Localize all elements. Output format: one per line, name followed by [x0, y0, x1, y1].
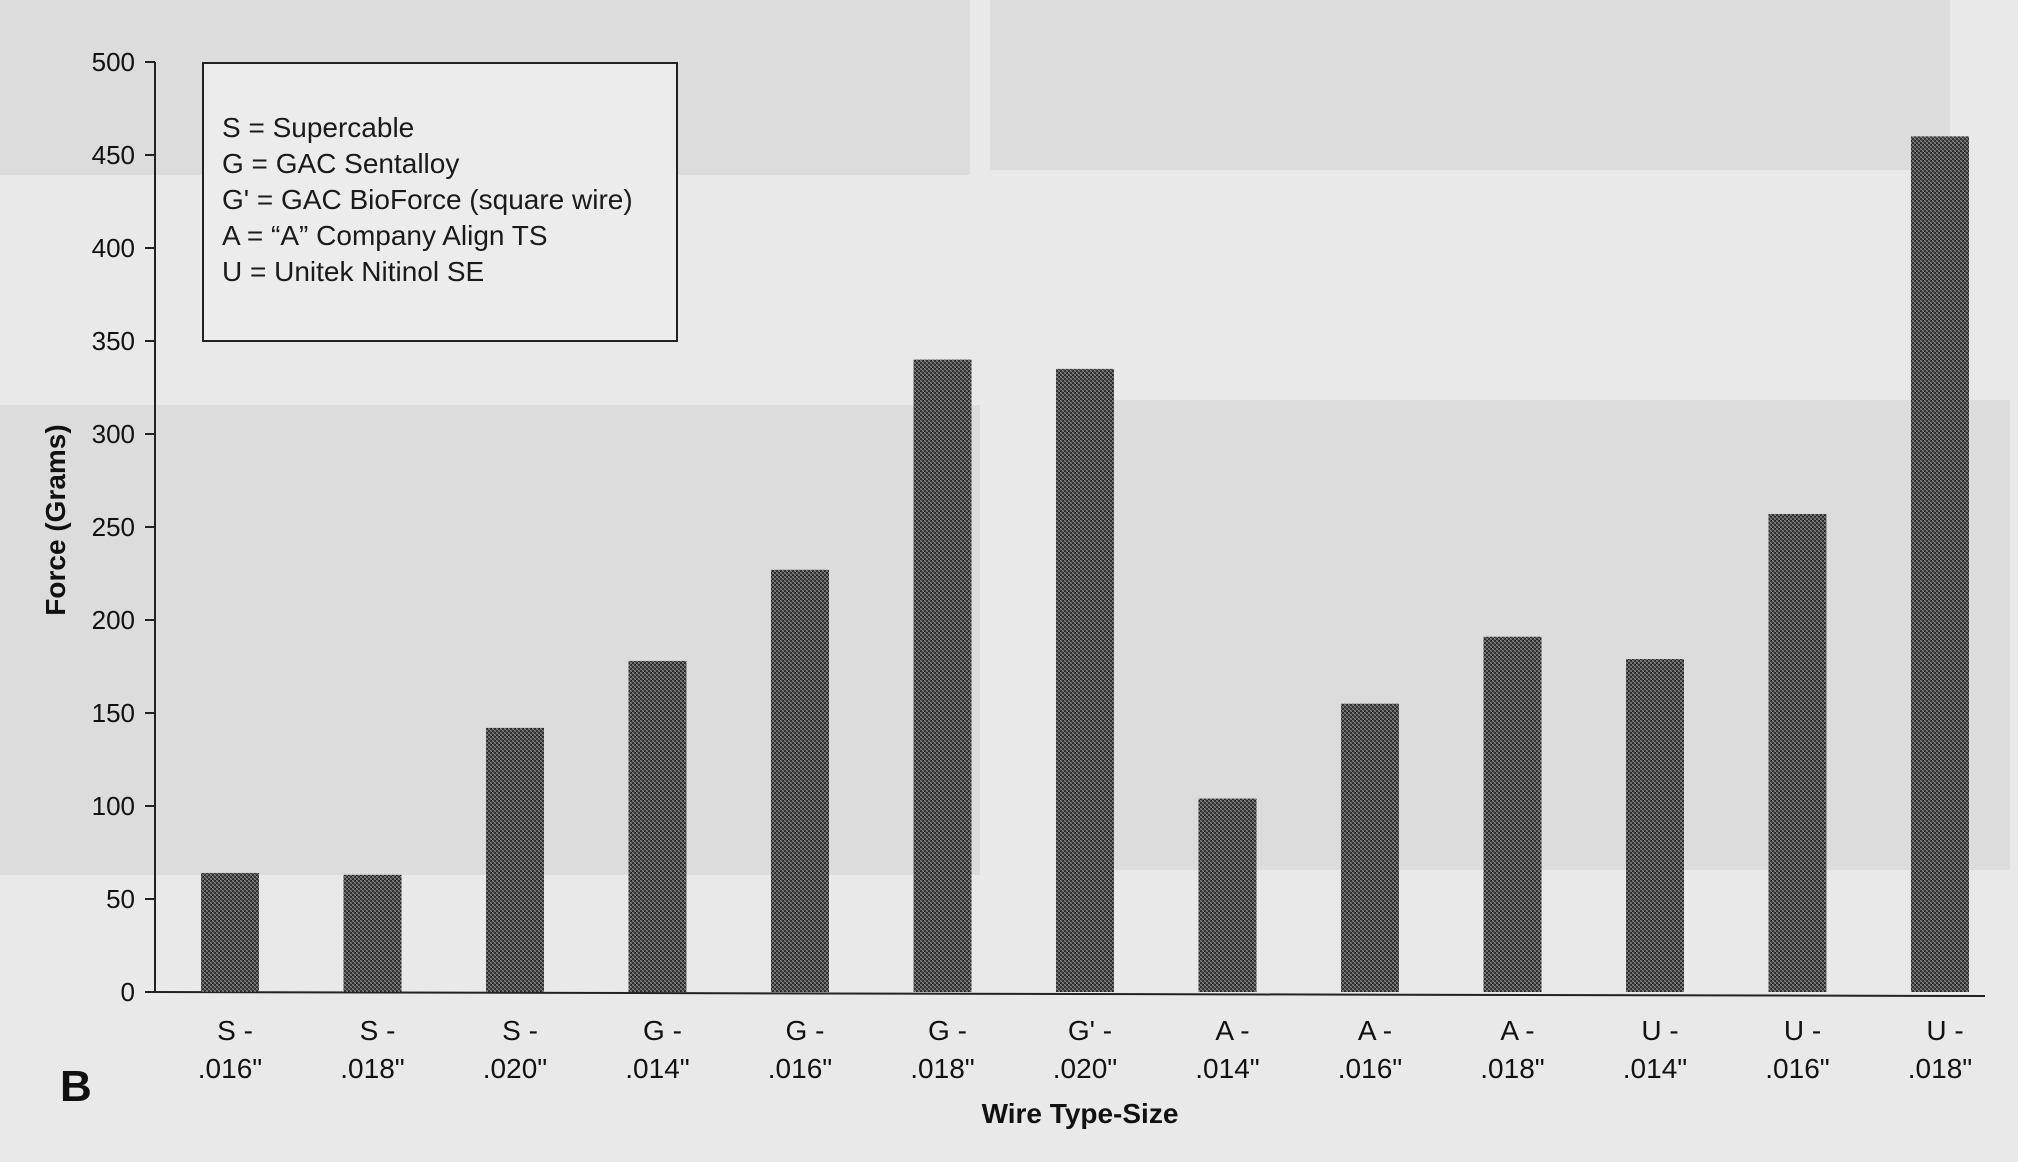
- y-tick-label: 100: [92, 791, 135, 821]
- y-tick-label: 350: [92, 326, 135, 356]
- x-tick-label: .014": [1623, 1053, 1687, 1084]
- y-tick-label: 0: [121, 977, 135, 1007]
- y-tick-label: 250: [92, 512, 135, 542]
- bar: [1768, 513, 1827, 992]
- x-tick-label: A -: [1358, 1015, 1392, 1046]
- y-tick-label: 150: [92, 698, 135, 728]
- bar: [486, 727, 544, 992]
- x-tick-label: S -: [217, 1015, 253, 1046]
- bar: [1056, 368, 1114, 992]
- y-tick-label: 450: [92, 140, 135, 170]
- x-tick-label: U -: [1641, 1015, 1678, 1046]
- x-axis-title: Wire Type-Size: [981, 1098, 1179, 1129]
- bar: [201, 872, 259, 992]
- bleed-photo-top-right: [990, 0, 1950, 170]
- x-tick-label: .018": [1480, 1053, 1544, 1084]
- x-tick-label: G -: [928, 1015, 967, 1046]
- x-tick-label: .016": [198, 1053, 262, 1084]
- y-tick-label: 200: [92, 605, 135, 635]
- y-tick-label: 400: [92, 233, 135, 263]
- legend-item-supercable: S = Supercable: [222, 112, 415, 143]
- y-axis-title: Force (Grams): [40, 424, 71, 616]
- legend-item-align-ts: A = “A” Company Align TS: [222, 220, 548, 251]
- x-tick-label: G' -: [1068, 1015, 1112, 1046]
- y-tick-label: 50: [106, 884, 135, 914]
- x-tick-label: .016": [1765, 1053, 1829, 1084]
- y-tick-label: 300: [92, 419, 135, 449]
- y-axis: 0 50 100 150 200 250 300 350 400 450 500: [92, 47, 1986, 1007]
- x-tick-label: .018": [340, 1053, 404, 1084]
- panel-label: B: [60, 1062, 92, 1111]
- x-tick-label: A -: [1215, 1015, 1249, 1046]
- bar: [1483, 636, 1542, 992]
- bars: [201, 136, 1969, 993]
- x-tick-label: U -: [1784, 1015, 1821, 1046]
- x-tick-label: S -: [502, 1015, 538, 1046]
- bar: [1911, 136, 1969, 992]
- x-tick-label: U -: [1926, 1015, 1963, 1046]
- x-tick-label: G -: [786, 1015, 825, 1046]
- x-tick-label: A -: [1500, 1015, 1534, 1046]
- x-tick-label: .018": [1908, 1053, 1972, 1084]
- bar: [628, 660, 687, 992]
- bleed-photo-mid-right: [1110, 400, 2010, 870]
- bar: [343, 874, 402, 992]
- bar: [1198, 798, 1257, 992]
- legend-item-sentalloy: G = GAC Sentalloy: [222, 148, 460, 179]
- x-tick-label: .014": [625, 1053, 689, 1084]
- bar: [1341, 703, 1399, 992]
- bar: [1626, 659, 1684, 992]
- x-tick-label: .016": [768, 1053, 832, 1084]
- y-tick-label: 500: [92, 47, 135, 77]
- legend: S = Supercable G = GAC Sentalloy G' = GA…: [202, 62, 678, 342]
- x-tick-label: .018": [910, 1053, 974, 1084]
- x-tick-label: .020": [483, 1053, 547, 1084]
- legend-item-bioforce: G' = GAC BioForce (square wire): [222, 184, 633, 215]
- x-tick-label: .014": [1195, 1053, 1259, 1084]
- x-tick-label: G -: [643, 1015, 682, 1046]
- x-tick-label: S -: [360, 1015, 396, 1046]
- x-tick-label: .016": [1338, 1053, 1402, 1084]
- legend-item-nitinol-se: U = Unitek Nitinol SE: [222, 256, 485, 287]
- bar: [913, 359, 972, 993]
- x-axis-line: [154, 991, 1986, 997]
- x-tick-label: .020": [1053, 1053, 1117, 1084]
- bar: [771, 569, 829, 992]
- x-axis-labels: S - .016" S - .018" S - .020" G - .014" G - .016"…: [198, 1015, 1972, 1084]
